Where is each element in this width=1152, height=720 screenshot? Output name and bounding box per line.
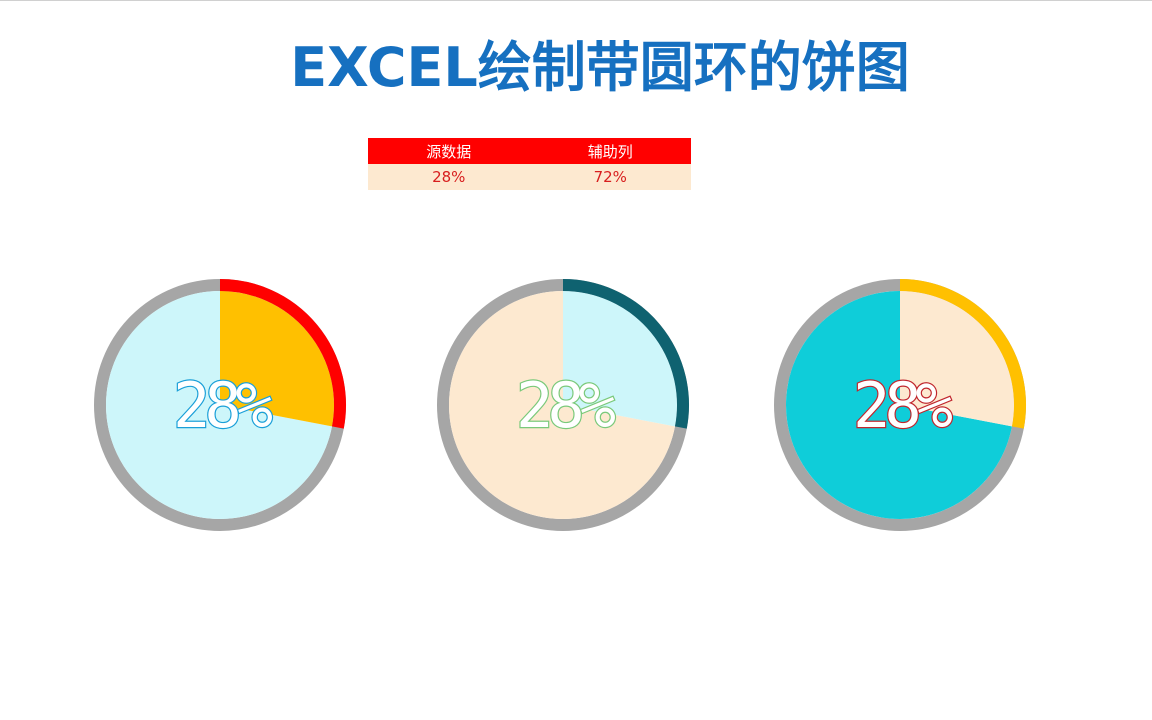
top-rule — [0, 0, 1152, 1]
pie-percent-label: 28% — [516, 369, 616, 442]
pie-slice-helper — [785, 291, 1012, 519]
page-title: EXCEL绘制带圆环的饼图 — [290, 36, 910, 99]
pie-slice-source — [220, 291, 334, 427]
cell-source-value: 28% — [368, 164, 530, 190]
data-table: 源数据 辅助列 28% 72% — [368, 138, 691, 190]
pie-percent-label: 28% — [173, 369, 273, 442]
pie-chart-1: 28% — [94, 279, 346, 531]
pie-slice-source — [900, 291, 1014, 427]
pie-slice-source — [563, 291, 677, 427]
pie-chart-2: 28% — [437, 279, 689, 531]
table-row: 28% 72% — [368, 164, 691, 190]
header-helper-column: 辅助列 — [529, 138, 691, 164]
header-source-data: 源数据 — [368, 138, 530, 164]
ring-highlight — [899, 279, 1026, 429]
ring-highlight — [219, 279, 346, 429]
cell-helper-value: 72% — [529, 164, 691, 190]
pie-slice-helper — [105, 291, 332, 519]
table-header-row: 源数据 辅助列 — [368, 138, 691, 164]
pie-percent-label: 28% — [853, 369, 953, 442]
pie-slice-helper — [448, 291, 675, 519]
ring-highlight — [562, 279, 689, 429]
pie-chart-3: 28% — [774, 279, 1026, 531]
